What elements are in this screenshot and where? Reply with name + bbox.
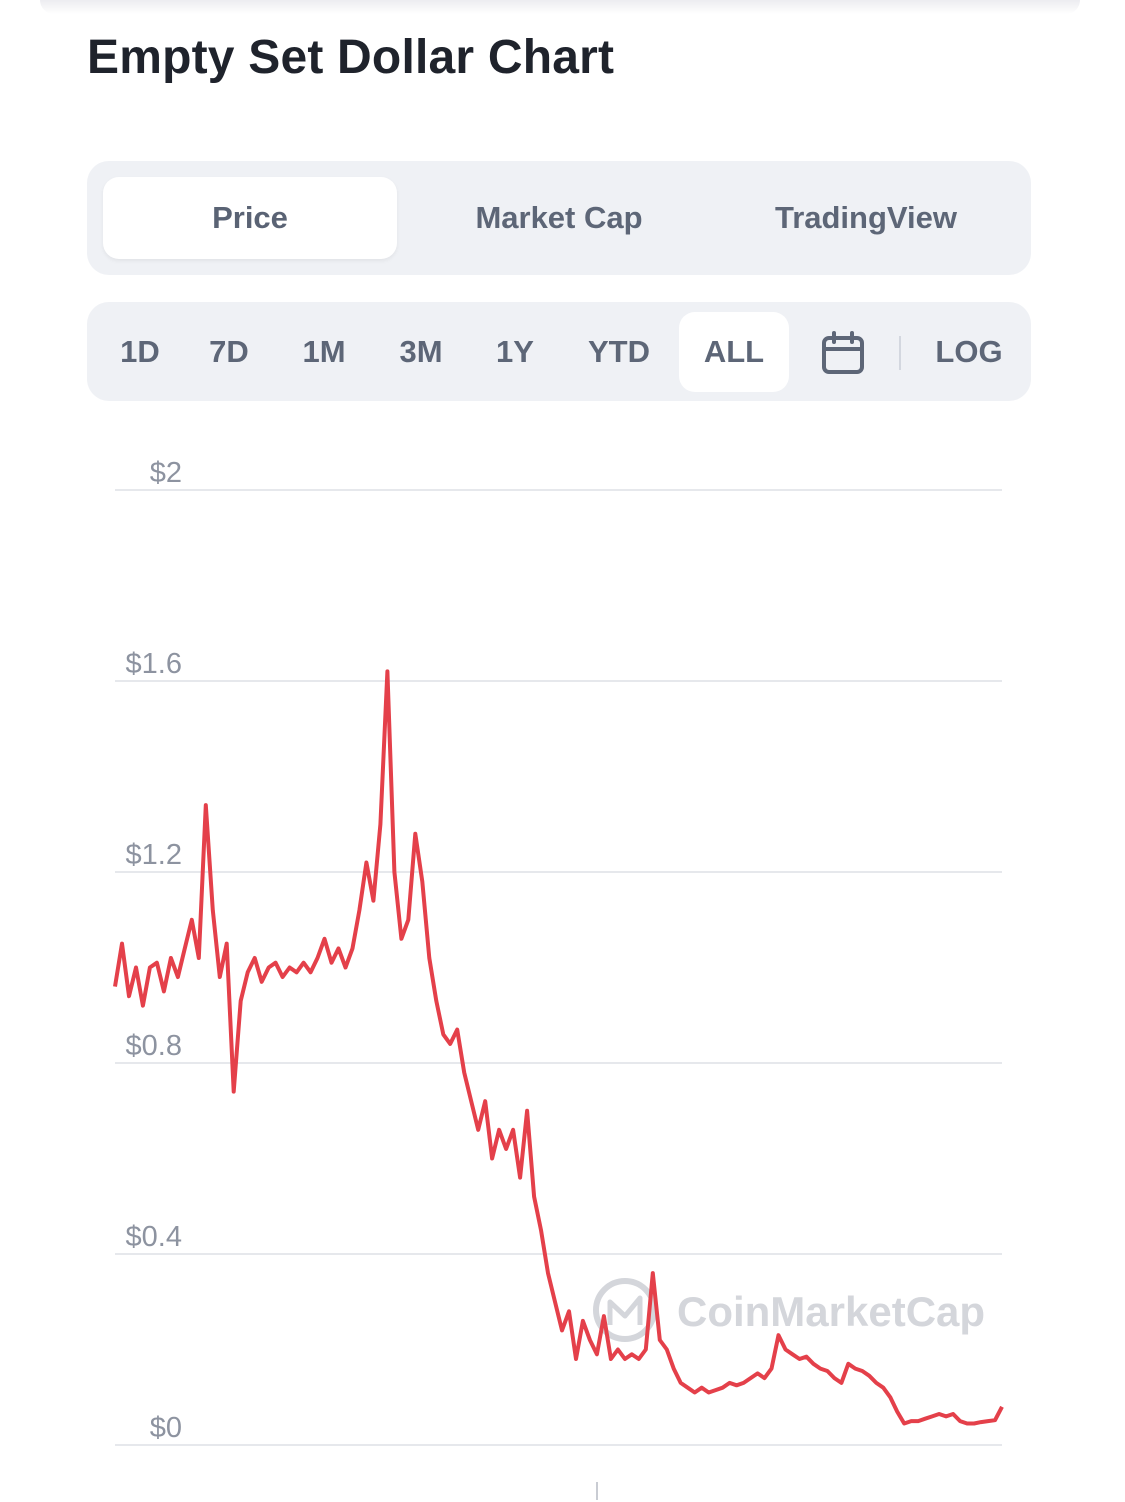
range-divider <box>899 336 901 370</box>
y-tick-label: $0 <box>150 1412 182 1444</box>
range-all[interactable]: ALL <box>679 312 789 392</box>
range-ytd[interactable]: YTD <box>588 334 650 369</box>
top-fade <box>40 0 1080 14</box>
y-tick-label: $2 <box>150 457 182 489</box>
y-tick-label: $1.6 <box>126 648 182 680</box>
chart-gridlines <box>115 489 1002 1446</box>
watermark-text: CoinMarketCap <box>677 1288 985 1335</box>
y-tick-label: $0.8 <box>126 1030 182 1062</box>
log-toggle[interactable]: LOG <box>935 334 1003 369</box>
price-series-line <box>113 669 1004 1426</box>
time-range-selector: 1D 7D 1M 3M 1Y YTD ALL LOG <box>87 302 1031 401</box>
range-1m[interactable]: 1M <box>302 334 346 369</box>
price-chart: $0 $0.4 $0.8 $1.2 $1.6 $2 CoinMarketCap <box>113 457 1004 1500</box>
calendar-icon[interactable] <box>820 330 866 376</box>
range-1d[interactable]: 1D <box>120 334 160 369</box>
chart-type-tabs: Price Market Cap TradingView <box>87 161 1031 275</box>
tab-tradingview[interactable]: TradingView <box>774 200 958 235</box>
y-tick-label: $0.4 <box>126 1221 182 1253</box>
chart-y-axis: $0 $0.4 $0.8 $1.2 $1.6 $2 <box>126 457 182 1444</box>
page-title: Empty Set Dollar Chart <box>87 31 615 84</box>
tab-price[interactable]: Price <box>103 177 397 259</box>
y-tick-label: $1.2 <box>126 839 182 871</box>
range-3m[interactable]: 3M <box>399 334 443 369</box>
range-7d[interactable]: 7D <box>209 334 249 369</box>
tab-market-cap[interactable]: Market Cap <box>475 200 643 235</box>
coinmarketcap-watermark: CoinMarketCap <box>593 1278 985 1342</box>
range-1y[interactable]: 1Y <box>496 334 534 369</box>
coinmarketcap-logo-icon <box>593 1278 657 1342</box>
